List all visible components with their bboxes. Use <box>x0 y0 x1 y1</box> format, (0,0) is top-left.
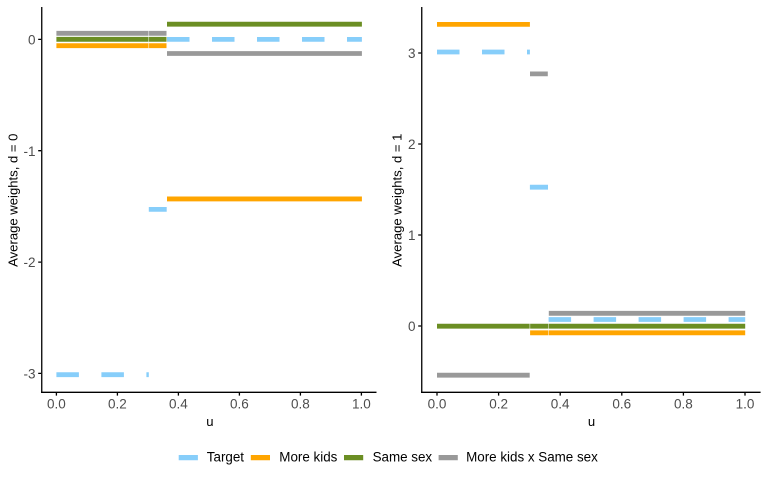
svg-text:0.8: 0.8 <box>674 396 693 411</box>
svg-text:0.4: 0.4 <box>169 396 188 411</box>
svg-text:Average weights, d = 0: Average weights, d = 0 <box>5 134 20 267</box>
svg-text:More kids x Same sex: More kids x Same sex <box>466 450 598 465</box>
svg-text:1.0: 1.0 <box>736 396 755 411</box>
svg-text:Same sex: Same sex <box>373 450 433 465</box>
svg-text:0.6: 0.6 <box>230 396 249 411</box>
svg-text:More kids: More kids <box>279 450 337 465</box>
svg-text:Target: Target <box>207 450 244 465</box>
svg-text:-2: -2 <box>23 255 35 270</box>
svg-text:3: 3 <box>408 46 416 61</box>
svg-text:0.8: 0.8 <box>291 396 310 411</box>
svg-text:-1: -1 <box>23 144 35 159</box>
svg-text:u: u <box>588 414 595 429</box>
svg-text:0.4: 0.4 <box>551 396 570 411</box>
svg-text:1.0: 1.0 <box>352 396 371 411</box>
svg-text:Average weights, d = 1: Average weights, d = 1 <box>389 134 404 267</box>
svg-text:2: 2 <box>408 137 416 152</box>
svg-text:0.2: 0.2 <box>108 396 127 411</box>
svg-text:0.6: 0.6 <box>612 396 631 411</box>
svg-text:0.0: 0.0 <box>428 396 447 411</box>
svg-text:0: 0 <box>408 319 416 334</box>
svg-text:u: u <box>206 414 213 429</box>
svg-text:-3: -3 <box>23 367 35 382</box>
svg-text:1: 1 <box>408 228 416 243</box>
svg-text:0.0: 0.0 <box>47 396 66 411</box>
svg-text:0: 0 <box>28 33 36 48</box>
svg-text:0.2: 0.2 <box>489 396 508 411</box>
